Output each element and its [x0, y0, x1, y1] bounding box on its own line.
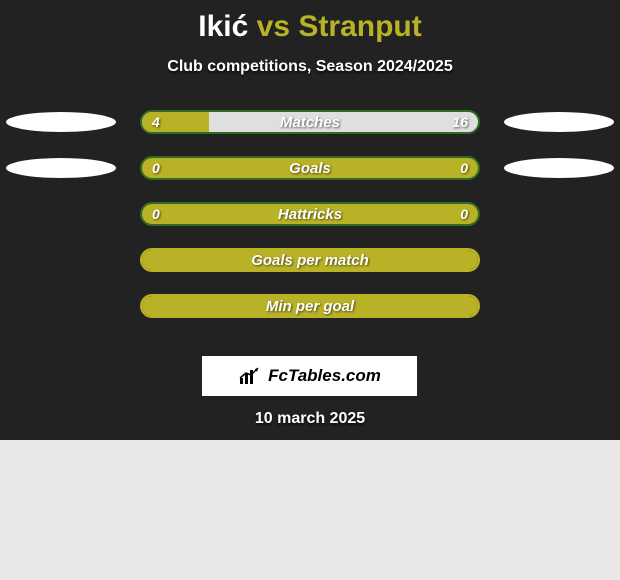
- stat-row: 416Matches: [0, 110, 620, 134]
- team-badge-right: [504, 112, 614, 132]
- stat-rows: 416Matches 00Goals 00Hattricks Goals per ma…: [0, 110, 620, 318]
- player2-name: Stranput: [298, 10, 421, 43]
- stat-label: Matches: [142, 112, 478, 132]
- vs-text: vs: [257, 10, 290, 43]
- stat-row: 00Goals: [0, 156, 620, 180]
- stat-bar: Goals per match: [140, 248, 480, 272]
- team-badge-left: [6, 158, 116, 178]
- footer-date: 10 march 2025: [0, 410, 620, 428]
- stat-row: 00Hattricks: [0, 202, 620, 226]
- stat-label: Goals per match: [142, 250, 478, 270]
- stat-bar: 00Hattricks: [140, 202, 480, 226]
- stat-label: Min per goal: [142, 296, 478, 316]
- stat-bar: 00Goals: [140, 156, 480, 180]
- panel: Ikić vs Stranput Club competitions, Seas…: [0, 0, 620, 440]
- brand-box: FcTables.com: [202, 356, 417, 396]
- chart-icon: [238, 366, 262, 386]
- team-badge-left: [6, 112, 116, 132]
- stat-label: Goals: [142, 158, 478, 178]
- player1-name: Ikić: [198, 10, 248, 43]
- stat-row: Goals per match: [0, 248, 620, 272]
- team-badge-right: [504, 158, 614, 178]
- stat-bar: 416Matches: [140, 110, 480, 134]
- stat-label: Hattricks: [142, 204, 478, 224]
- page-title: Ikić vs Stranput: [0, 0, 620, 44]
- stat-bar: Min per goal: [140, 294, 480, 318]
- comparison-card: Ikić vs Stranput Club competitions, Seas…: [0, 0, 620, 580]
- stat-row: Min per goal: [0, 294, 620, 318]
- subtitle: Club competitions, Season 2024/2025: [0, 58, 620, 76]
- brand-text: FcTables.com: [268, 366, 381, 386]
